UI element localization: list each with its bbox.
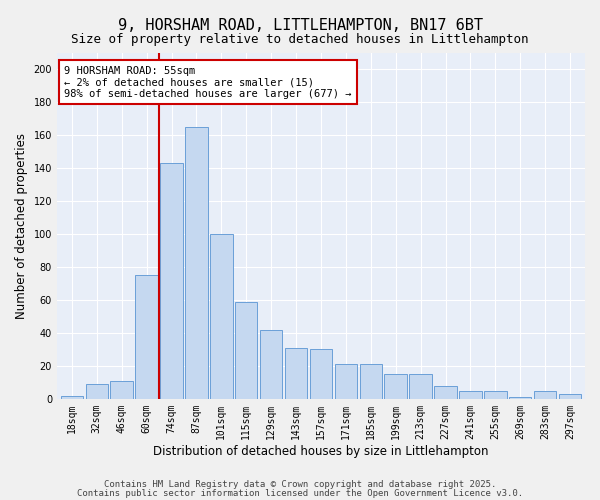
- Bar: [86, 384, 108, 399]
- Bar: [434, 386, 457, 399]
- Bar: [61, 396, 83, 399]
- Bar: [409, 374, 432, 399]
- Bar: [110, 380, 133, 399]
- Bar: [136, 275, 158, 399]
- Bar: [559, 394, 581, 399]
- Bar: [210, 234, 233, 399]
- Text: Contains public sector information licensed under the Open Government Licence v3: Contains public sector information licen…: [77, 488, 523, 498]
- Bar: [335, 364, 357, 399]
- Bar: [260, 330, 283, 399]
- Bar: [235, 302, 257, 399]
- X-axis label: Distribution of detached houses by size in Littlehampton: Distribution of detached houses by size …: [153, 444, 489, 458]
- Bar: [285, 348, 307, 399]
- Bar: [534, 390, 556, 399]
- Bar: [385, 374, 407, 399]
- Y-axis label: Number of detached properties: Number of detached properties: [15, 132, 28, 318]
- Bar: [459, 390, 482, 399]
- Text: Size of property relative to detached houses in Littlehampton: Size of property relative to detached ho…: [71, 32, 529, 46]
- Bar: [185, 126, 208, 399]
- Bar: [509, 397, 532, 399]
- Text: 9 HORSHAM ROAD: 55sqm
← 2% of detached houses are smaller (15)
98% of semi-detac: 9 HORSHAM ROAD: 55sqm ← 2% of detached h…: [64, 66, 352, 99]
- Bar: [484, 390, 506, 399]
- Text: 9, HORSHAM ROAD, LITTLEHAMPTON, BN17 6BT: 9, HORSHAM ROAD, LITTLEHAMPTON, BN17 6BT: [118, 18, 482, 32]
- Bar: [359, 364, 382, 399]
- Bar: [310, 350, 332, 399]
- Text: Contains HM Land Registry data © Crown copyright and database right 2025.: Contains HM Land Registry data © Crown c…: [104, 480, 496, 489]
- Bar: [160, 163, 183, 399]
